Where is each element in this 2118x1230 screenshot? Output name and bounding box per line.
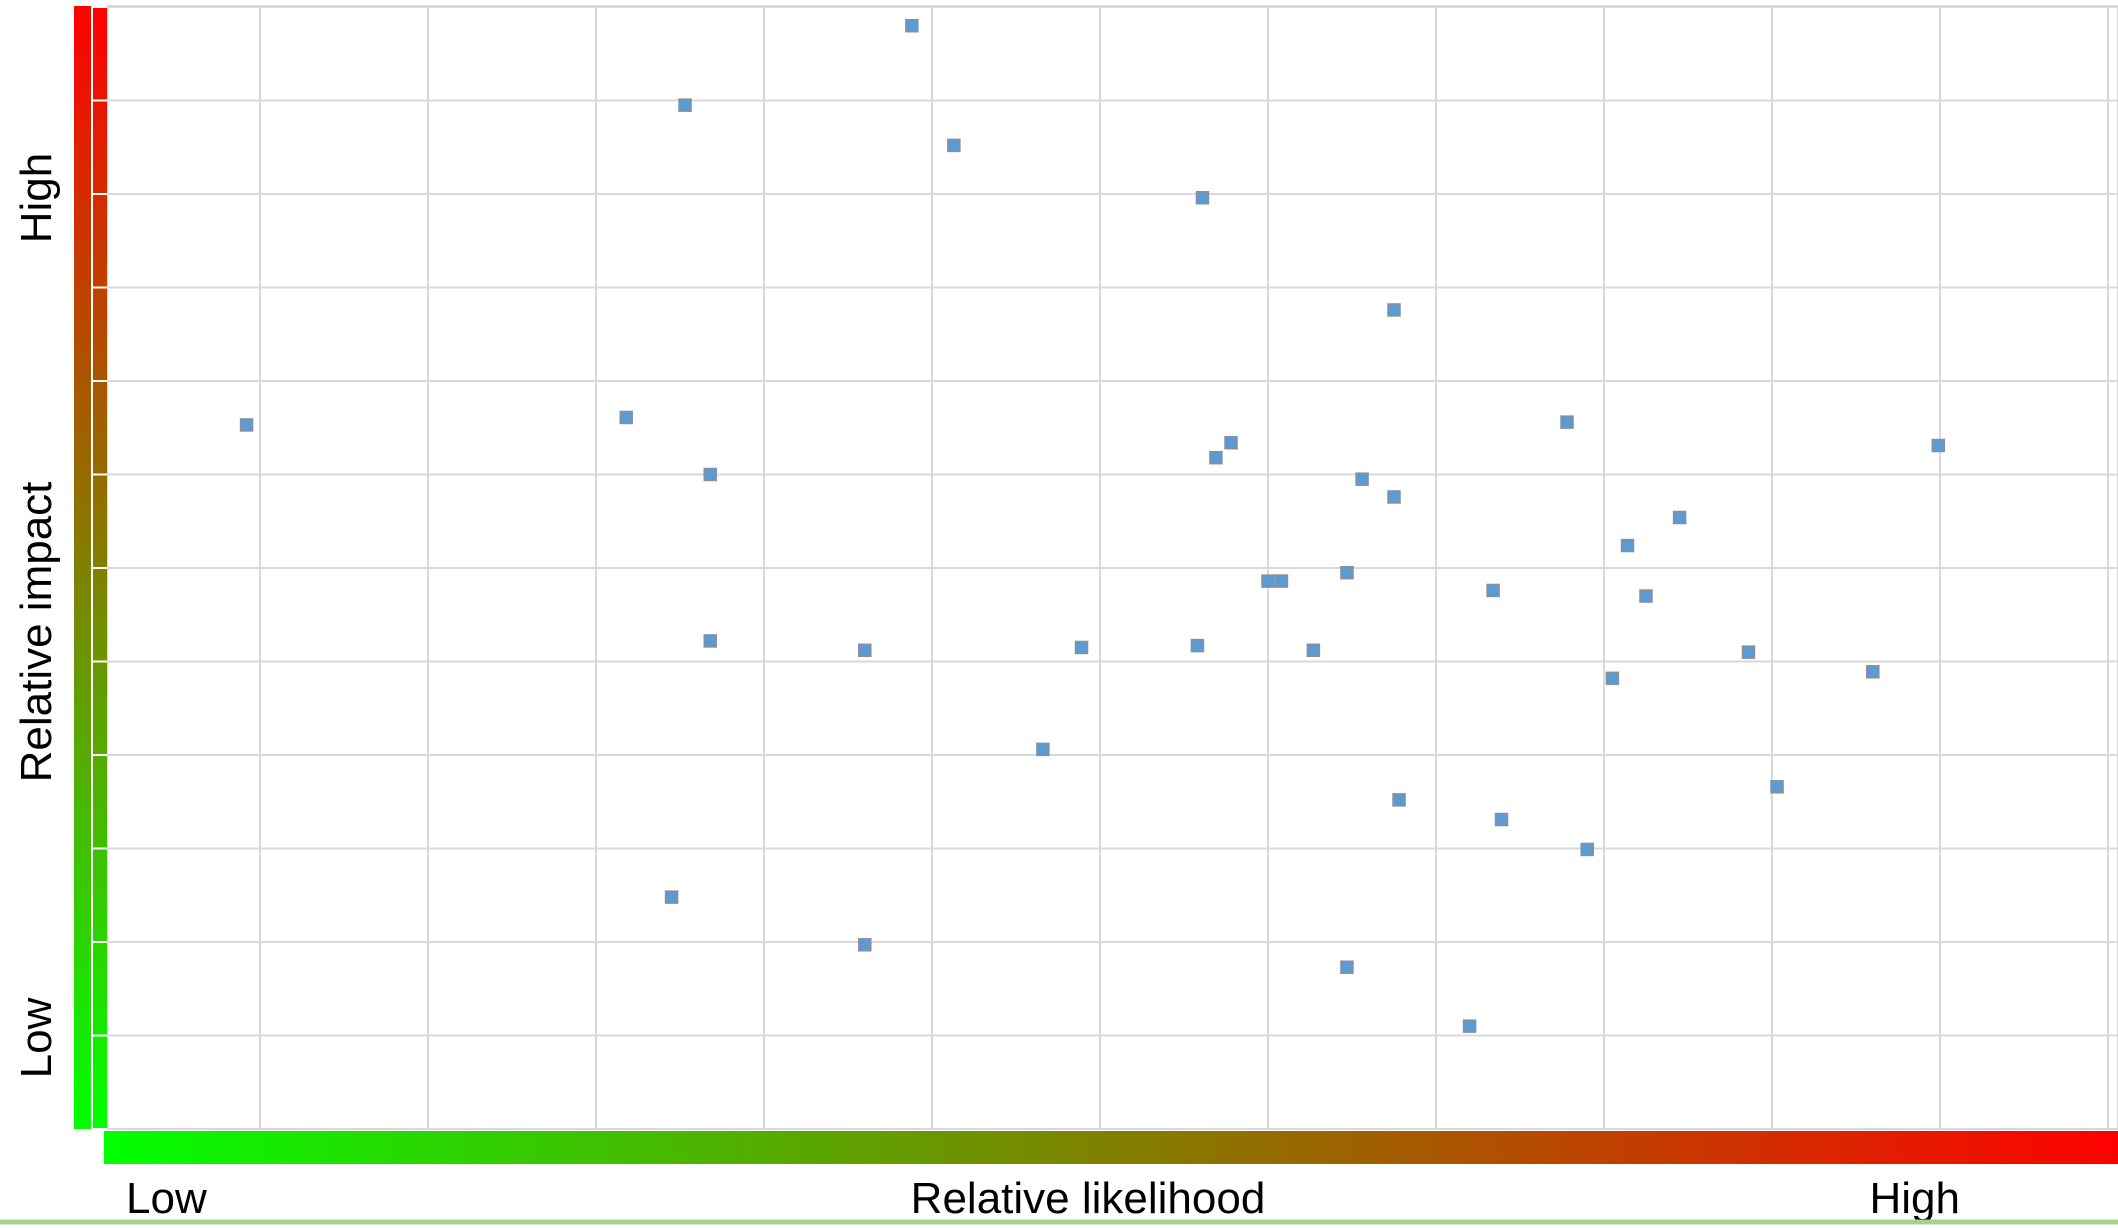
data-point: [1274, 574, 1289, 588]
data-point: [619, 410, 633, 425]
data-point: [947, 138, 961, 153]
y-axis-gradient-bar: [74, 6, 92, 1129]
data-point: [1392, 793, 1406, 807]
data-point: [1340, 960, 1354, 974]
data-points: [239, 18, 1946, 1033]
data-point: [1074, 640, 1089, 655]
data-point: [1306, 643, 1321, 658]
y-axis-ticks: [92, 6, 107, 1130]
data-point: [1486, 583, 1500, 598]
data-point: [1639, 589, 1653, 603]
data-point: [664, 890, 679, 904]
y-axis-high-label: High: [12, 153, 61, 244]
data-point: [1580, 842, 1594, 857]
x-axis-high-label: High: [1870, 1174, 1961, 1223]
data-point: [703, 634, 717, 648]
data-point: [1036, 742, 1050, 757]
data-point: [1672, 510, 1687, 525]
data-point: [1387, 490, 1401, 504]
data-point: [1209, 450, 1223, 465]
data-point: [1355, 472, 1369, 486]
x-axis-gradient-bar: [104, 1131, 2118, 1164]
data-point: [1340, 565, 1354, 580]
data-point: [703, 467, 717, 482]
x-axis-low-label: Low: [126, 1174, 207, 1223]
data-point: [239, 418, 254, 432]
data-point: [1741, 645, 1756, 659]
data-point: [1605, 671, 1620, 686]
data-point: [1494, 812, 1509, 827]
data-point: [1931, 438, 1946, 453]
data-point: [1195, 190, 1210, 205]
data-point: [1620, 538, 1635, 553]
data-point: [1387, 303, 1401, 317]
y-axis-title: Relative impact: [12, 482, 61, 783]
data-point: [1190, 638, 1205, 653]
x-axis-title: Relative likelihood: [911, 1174, 1266, 1223]
data-point: [858, 938, 872, 952]
grid-lines: [92, 6, 2118, 1129]
data-point: [1462, 1019, 1477, 1033]
data-point: [905, 18, 919, 33]
data-point: [1261, 574, 1275, 588]
data-point: [1866, 665, 1880, 679]
data-point: [858, 643, 872, 658]
data-point: [678, 98, 692, 112]
data-point: [1224, 435, 1238, 450]
data-point: [1560, 415, 1574, 429]
y-axis-low-label: Low: [12, 997, 61, 1078]
data-point: [1770, 780, 1784, 794]
